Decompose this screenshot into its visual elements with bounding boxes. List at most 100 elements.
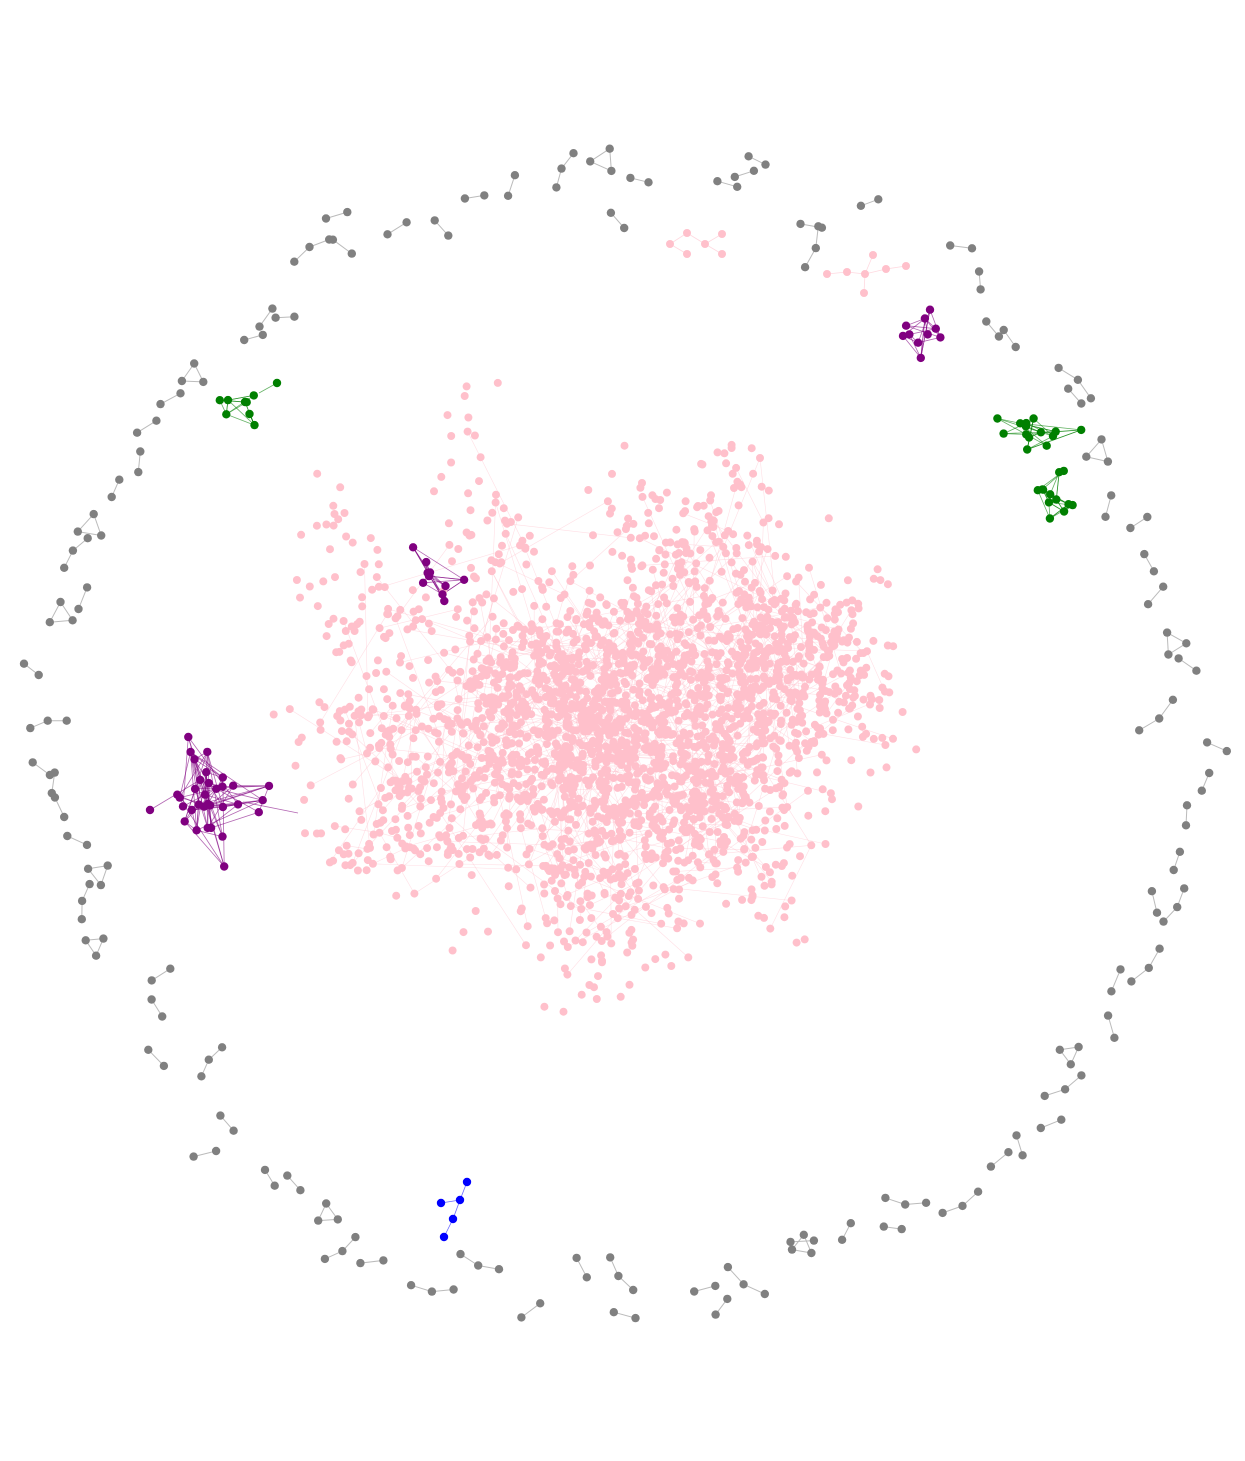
- giant-component-node: [398, 839, 407, 848]
- giant-component-node: [517, 718, 525, 727]
- giant-component-node: [733, 710, 742, 719]
- giant-component-node: [495, 559, 504, 568]
- giant-component-node: [656, 496, 665, 504]
- giant-component-node: [651, 815, 660, 824]
- giant-component-node: [492, 762, 501, 771]
- giant-component-node: [324, 620, 333, 628]
- giant-component-node: [625, 809, 634, 818]
- giant-component-node: [641, 735, 649, 744]
- giant-component-node: [568, 790, 577, 799]
- green-cluster-left-node: [223, 395, 233, 405]
- giant-component-node: [520, 669, 528, 678]
- giant-component-node: [616, 616, 625, 625]
- giant-edge: [537, 727, 570, 751]
- giant-component-node: [410, 889, 419, 898]
- giant-component-node: [718, 598, 727, 607]
- giant-component-node: [883, 641, 892, 650]
- giant-component-node: [620, 677, 629, 686]
- gray-component-node: [1126, 523, 1135, 533]
- gray-component-node: [1140, 549, 1149, 559]
- gray-component-node: [897, 1224, 906, 1234]
- giant-component-node: [787, 896, 796, 905]
- purple-cluster-left-node: [173, 790, 182, 799]
- giant-component-node: [297, 530, 306, 539]
- giant-component-node: [564, 847, 573, 855]
- giant-component-node: [374, 582, 383, 591]
- gray-component-node: [314, 1216, 323, 1225]
- giant-component-node: [675, 894, 683, 903]
- giant-component-node: [777, 862, 786, 870]
- purple-cluster-left-node: [218, 802, 228, 812]
- giant-component-node: [454, 695, 463, 704]
- giant-component-node: [369, 830, 378, 839]
- giant-component-node: [335, 647, 344, 656]
- giant-component-node: [696, 863, 705, 872]
- giant-edge: [634, 824, 721, 842]
- giant-component-node: [640, 744, 649, 753]
- gray-component-node: [351, 1232, 360, 1242]
- giant-component-node: [374, 800, 383, 809]
- giant-component-node: [845, 678, 854, 687]
- giant-component-node: [802, 727, 811, 736]
- giant-component-node: [617, 761, 626, 769]
- giant-component-node: [547, 876, 556, 885]
- giant-component-node: [514, 704, 523, 712]
- giant-component-node: [626, 630, 635, 639]
- giant-component-node: [800, 692, 809, 701]
- giant-component-node: [782, 657, 791, 666]
- giant-component-node: [640, 607, 649, 616]
- giant-component-node: [654, 728, 662, 737]
- giant-component-node: [837, 669, 846, 678]
- giant-component-node: [667, 691, 676, 700]
- giant-component-node: [738, 643, 747, 652]
- gray-component-node: [974, 267, 984, 276]
- giant-component-node: [520, 791, 528, 800]
- giant-component-node: [373, 656, 382, 665]
- giant-component-node: [630, 701, 639, 710]
- green-cluster-right-node: [1064, 500, 1073, 509]
- giant-component-node: [453, 714, 462, 723]
- gray-component-node: [290, 257, 299, 266]
- giant-component-node: [751, 682, 760, 690]
- giant-component-node: [780, 913, 789, 922]
- giant-component-node: [885, 688, 894, 697]
- giant-component-node: [598, 826, 607, 835]
- giant-component-node: [745, 659, 754, 668]
- giant-component-node: [560, 871, 569, 880]
- giant-edge: [402, 713, 417, 782]
- gray-component-node: [217, 1043, 227, 1052]
- giant-component-node: [743, 748, 752, 757]
- giant-component-node: [758, 763, 767, 772]
- green-cluster-right-node: [1038, 485, 1047, 494]
- giant-component-node: [570, 865, 579, 874]
- giant-component-node: [845, 666, 854, 675]
- giant-component-node: [468, 845, 477, 853]
- gray-component-node: [569, 149, 578, 158]
- gray-component-node: [607, 166, 616, 176]
- giant-component-node: [564, 826, 573, 835]
- giant-component-node: [525, 531, 534, 540]
- purple-cluster-left-node: [178, 802, 188, 811]
- giant-component-node: [445, 665, 454, 674]
- giant-component-node: [569, 638, 578, 647]
- giant-component-node: [786, 606, 795, 615]
- giant-component-node: [797, 670, 806, 679]
- giant-component-node: [912, 745, 921, 754]
- giant-component-node: [724, 527, 733, 535]
- green-cluster-left-node: [249, 391, 258, 400]
- gray-component-node: [147, 995, 156, 1004]
- giant-component-node: [830, 615, 839, 624]
- giant-component-node: [516, 729, 525, 738]
- giant-component-node: [756, 454, 764, 462]
- giant-component-node: [313, 602, 322, 611]
- giant-component-node: [424, 724, 433, 733]
- giant-component-node: [382, 667, 391, 676]
- giant-component-node: [396, 689, 405, 698]
- giant-component-node: [785, 768, 794, 777]
- giant-component-node: [532, 743, 541, 752]
- giant-component-node: [476, 453, 485, 462]
- giant-component-node: [482, 590, 491, 599]
- giant-component-node: [674, 856, 683, 865]
- giant-component-node: [835, 697, 844, 706]
- giant-component-node: [497, 755, 506, 764]
